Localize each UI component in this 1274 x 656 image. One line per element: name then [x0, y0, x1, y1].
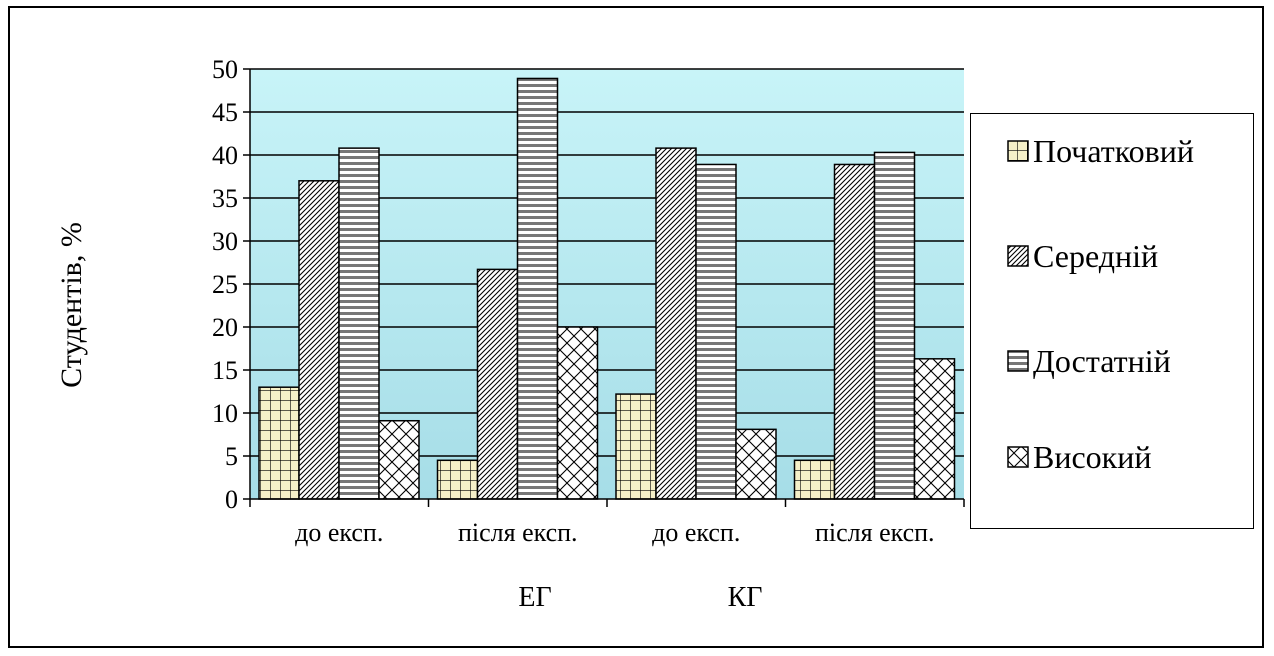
- legend-label: Середній: [1033, 237, 1159, 274]
- legend-label: Високий: [1033, 438, 1152, 475]
- y-tick-label: 50: [212, 55, 238, 84]
- bar-Достатній-0: [338, 147, 380, 500]
- y-axis-label: Студентів, %: [55, 222, 88, 388]
- legend-item-serednii: Середній: [1007, 236, 1158, 276]
- y-tick-label: 35: [212, 184, 238, 213]
- legend-swatch-serednii: [1007, 245, 1029, 267]
- legend: Початковий Середній Достатній Високий: [970, 113, 1254, 529]
- y-tick-label: 5: [225, 442, 238, 471]
- bar-Середній-2: [655, 147, 697, 500]
- legend-label: Достатній: [1033, 342, 1171, 379]
- y-tick-label: 45: [212, 98, 238, 127]
- legend-swatch-dostatnii: [1007, 350, 1029, 372]
- y-tick-label: 25: [212, 270, 238, 299]
- bar-Початковий-2: [615, 393, 657, 500]
- y-tick-label: 20: [212, 313, 238, 342]
- x-tick-label: після експ.: [458, 518, 578, 547]
- bar-Високий-1: [556, 326, 599, 500]
- group-label-kg: КГ: [727, 582, 763, 613]
- y-tick-label: 40: [212, 141, 238, 170]
- axes: [243, 68, 965, 507]
- x-tick-label: до експ.: [652, 518, 740, 547]
- bar-Достатній-3: [873, 151, 916, 500]
- legend-swatch-vysokyi: [1007, 446, 1029, 468]
- legend-item-dostatnii: Достатній: [1007, 341, 1171, 381]
- x-tick-labels: до експ. після експ. до експ. після експ.: [295, 518, 934, 547]
- bar-Високий-0: [378, 419, 420, 500]
- y-tick-labels: 0 5 10 15 20 25 30 35 40 45 50: [212, 55, 238, 514]
- bar-Початковий-1: [436, 459, 479, 500]
- legend-item-vysokyi: Високий: [1007, 437, 1151, 477]
- bar-Високий-2: [735, 428, 777, 500]
- legend-swatch-pochatkovyi: [1007, 140, 1029, 162]
- x-tick-label: до експ.: [295, 518, 383, 547]
- legend-item-pochatkovyi: Початковий: [1007, 131, 1194, 171]
- bar-Середній-1: [476, 268, 519, 500]
- legend-label: Початковий: [1033, 132, 1195, 169]
- y-tick-label: 30: [212, 227, 238, 256]
- bar-Початковий-3: [793, 459, 836, 500]
- bar-Середній-3: [833, 163, 876, 500]
- y-tick-label: 10: [212, 399, 238, 428]
- x-tick-label: після експ.: [815, 518, 935, 547]
- bar-Високий-3: [913, 358, 956, 500]
- group-label-eg: ЕГ: [518, 582, 552, 613]
- y-tick-label: 0: [225, 485, 238, 514]
- y-tick-label: 15: [212, 356, 238, 385]
- bar-Достатній-1: [516, 77, 559, 500]
- bar-Середній-0: [298, 180, 340, 500]
- bar-Достатній-2: [695, 163, 737, 500]
- bar-Початковий-0: [258, 386, 300, 500]
